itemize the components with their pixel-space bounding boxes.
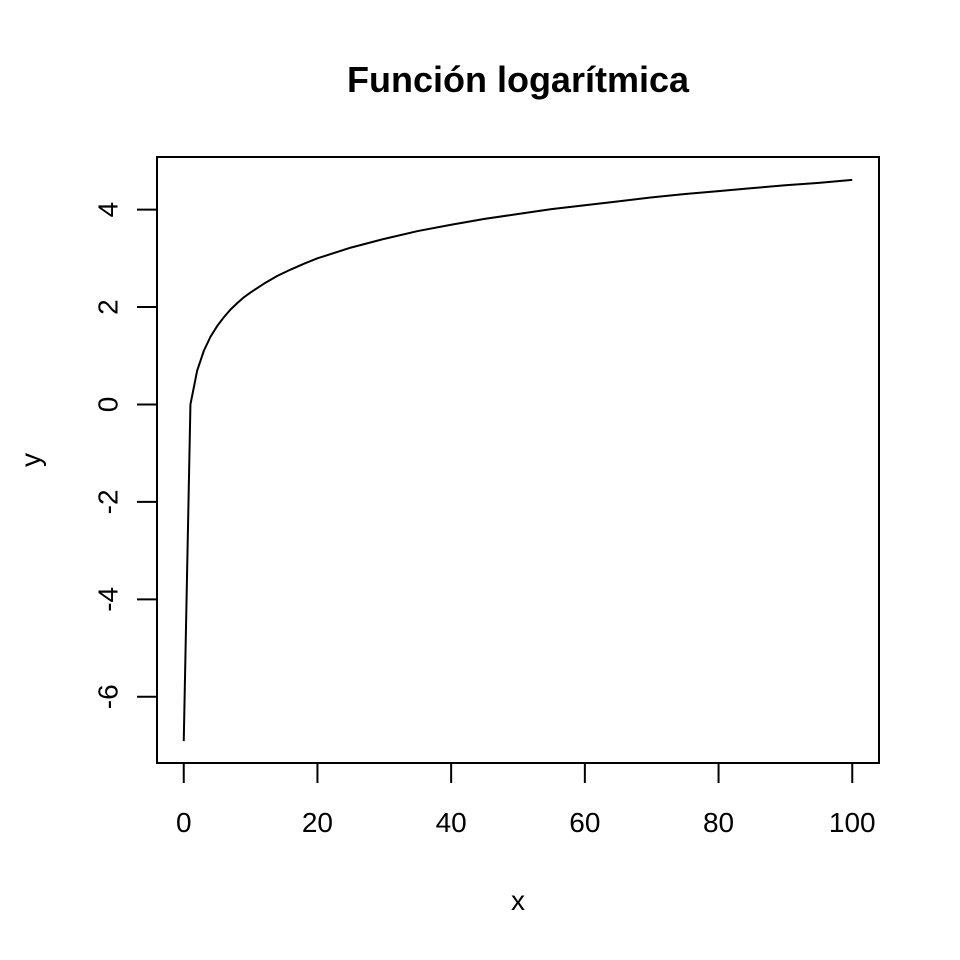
y-tick-label: 2 bbox=[93, 299, 124, 315]
x-tick-label: 40 bbox=[436, 807, 467, 838]
x-tick-label: 0 bbox=[176, 807, 192, 838]
y-axis: -6 -4 -2 0 2 4 bbox=[93, 202, 158, 709]
x-tick-label: 20 bbox=[302, 807, 333, 838]
plot-frame bbox=[156, 156, 880, 764]
y-tick-label: -6 bbox=[93, 684, 124, 709]
x-axis-label: x bbox=[511, 885, 525, 916]
x-tick-label: 80 bbox=[703, 807, 734, 838]
chart-title: Función logarítmica bbox=[347, 59, 690, 100]
y-axis-label: y bbox=[15, 453, 46, 467]
y-tick-label: 4 bbox=[93, 202, 124, 218]
y-tick-label: 0 bbox=[93, 397, 124, 413]
series-line bbox=[182, 178, 853, 742]
x-axis: 0 20 40 60 80 100 bbox=[176, 762, 876, 838]
y-tick-label: -4 bbox=[93, 587, 124, 612]
series-group bbox=[182, 178, 853, 742]
x-tick-label: 100 bbox=[829, 807, 876, 838]
x-tick-label: 60 bbox=[569, 807, 600, 838]
y-tick-label: -2 bbox=[93, 489, 124, 514]
